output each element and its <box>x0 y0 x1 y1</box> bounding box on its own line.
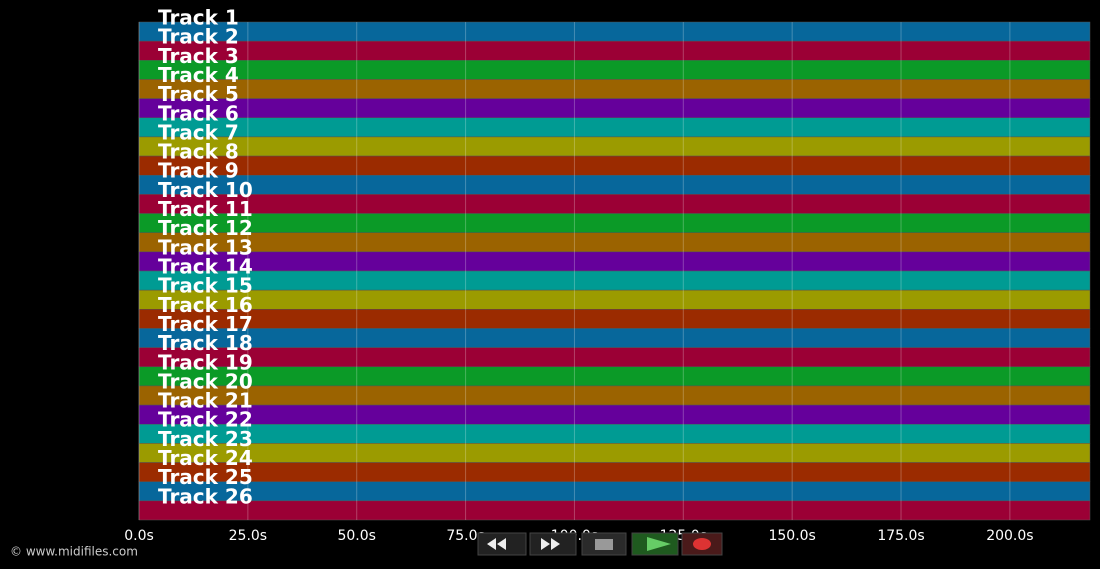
track-label: Track 19 <box>158 350 253 374</box>
track-band <box>138 443 1091 463</box>
transport-controls <box>477 532 723 556</box>
track-label: Track 10 <box>158 178 253 202</box>
track-label: Track 26 <box>158 484 253 508</box>
track-band <box>138 481 1091 502</box>
track-label: Track 3 <box>158 44 239 68</box>
track-band <box>138 232 1091 253</box>
track-bands <box>138 21 1091 521</box>
track-label: Track 20 <box>158 369 253 393</box>
track-label: Track 8 <box>158 140 239 164</box>
track-label: Track 24 <box>158 446 253 470</box>
track-band <box>138 136 1091 157</box>
x-tick-label: 200.0s <box>986 528 1033 544</box>
stop-button[interactable] <box>581 532 627 556</box>
track-band <box>138 194 1091 214</box>
track-band <box>138 289 1091 310</box>
track-band <box>138 404 1091 425</box>
track-label: Track 16 <box>158 293 253 317</box>
track-band <box>138 270 1091 291</box>
x-tick-label: 50.0s <box>337 528 375 544</box>
grid <box>138 22 1011 520</box>
track-label: Track 15 <box>158 274 253 298</box>
forward-button[interactable] <box>529 532 577 556</box>
x-tick-label: 0.0s <box>124 528 154 544</box>
track-label: Track 1 <box>158 6 239 30</box>
track-label: Track 9 <box>158 159 239 183</box>
play-button[interactable] <box>631 532 679 556</box>
track-label: Track 4 <box>158 63 239 87</box>
track-band <box>138 79 1091 99</box>
x-tick-label: 75.0s <box>446 528 484 544</box>
track-band <box>138 21 1091 42</box>
track-band <box>138 155 1091 176</box>
track-band <box>138 251 1091 272</box>
track-band <box>138 328 1091 348</box>
track-band <box>138 385 1091 406</box>
track-label: Track 23 <box>158 427 253 451</box>
track-band <box>138 60 1091 80</box>
track-band <box>138 366 1091 387</box>
track-band <box>138 174 1091 195</box>
track-label: Track 22 <box>158 408 253 432</box>
track-band <box>138 213 1091 233</box>
x-tick-label: 175.0s <box>877 528 924 544</box>
x-tick-label: 25.0s <box>229 528 267 544</box>
track-band <box>138 98 1091 119</box>
track-label: Track 5 <box>158 82 239 106</box>
x-tick-label: 150.0s <box>768 528 815 544</box>
track-band <box>138 309 1091 329</box>
track-label: Track 14 <box>158 255 253 279</box>
track-label: Track 13 <box>158 235 253 259</box>
track-label: Track 18 <box>158 331 253 355</box>
track-label: Track 7 <box>158 120 239 144</box>
track-band <box>138 462 1091 482</box>
x-axis: 0.0s25.0s50.0s75.0s100.0s125.0s150.0s175… <box>124 528 1033 544</box>
rewind-button[interactable] <box>477 532 527 556</box>
record-button[interactable] <box>681 532 723 556</box>
track-label: Track 25 <box>158 465 253 489</box>
track-band <box>138 347 1091 368</box>
track-band <box>138 117 1091 138</box>
track-label: Track 6 <box>158 101 239 125</box>
track-label: Track 17 <box>158 312 253 336</box>
track-label: Track 11 <box>158 197 253 221</box>
copyright: © www.midifiles.com <box>10 545 138 559</box>
track-band <box>138 500 1091 521</box>
track-label: Track 21 <box>158 389 253 413</box>
track-band <box>138 40 1091 61</box>
track-band <box>138 423 1091 444</box>
track-label: Track 2 <box>158 25 239 49</box>
track-label: Track 12 <box>158 216 253 240</box>
